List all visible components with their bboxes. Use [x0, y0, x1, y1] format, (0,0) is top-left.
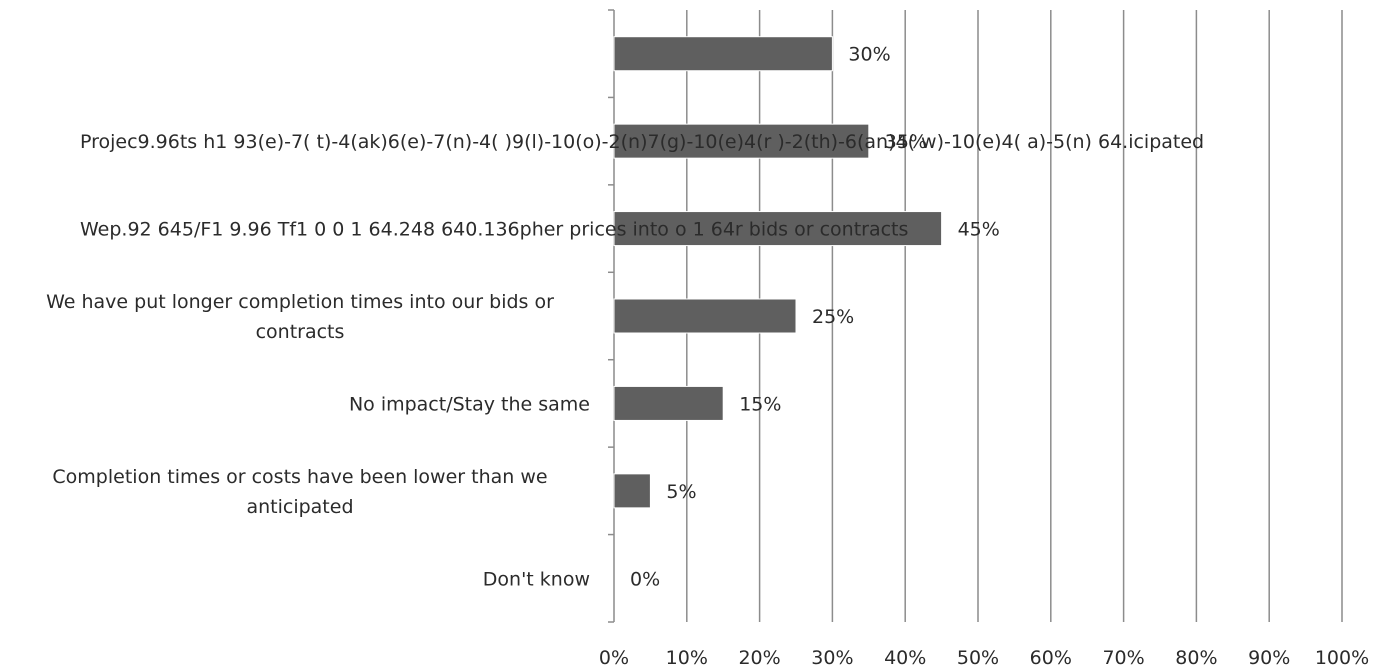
category-axis	[608, 9, 615, 623]
category-label: We have put longer completion times into…	[46, 291, 554, 343]
data-label: 45%	[958, 219, 1000, 241]
x-tick-label: 30%	[811, 647, 853, 669]
bar	[613, 123, 870, 159]
category-labels: Projec9.96ts h1 93(e)-7( t)-4(ak)6(e)-7(…	[46, 131, 1204, 590]
x-tick-label: 20%	[738, 647, 780, 669]
x-tick-labels: 0% 10% 20% 30% 40% 50% 60% 70% 80% 90% 100%	[599, 647, 1369, 669]
data-label: 25%	[812, 306, 854, 328]
category-label: Don't know	[483, 568, 590, 590]
bar	[613, 473, 651, 509]
bar	[613, 298, 797, 334]
data-label: 0%	[630, 568, 660, 590]
x-tick-label: 50%	[957, 647, 999, 669]
data-label: 5%	[666, 481, 696, 503]
x-tick-label: 60%	[1030, 647, 1072, 669]
category-label: No impact/Stay the same	[349, 393, 590, 415]
x-tick-label: 80%	[1175, 647, 1217, 669]
data-label: 30%	[848, 44, 890, 66]
data-label: 35%	[885, 131, 927, 153]
x-tick-label: 40%	[884, 647, 926, 669]
bar	[613, 385, 724, 421]
category-label: Completion times or costs have been lowe…	[52, 466, 547, 518]
gridlines	[686, 10, 1343, 622]
data-label: 15%	[739, 393, 781, 415]
x-tick-label: 10%	[666, 647, 708, 669]
category-label: Wep.92 645/F1 9.96 Tf1 0 0 1 64.248 640.…	[80, 219, 908, 241]
x-tick-label: 70%	[1102, 647, 1144, 669]
data-labels: 30% 35% 45% 25% 15% 5% 0%	[630, 44, 1000, 591]
bars	[613, 36, 943, 509]
bar	[613, 211, 943, 247]
bar	[613, 36, 833, 72]
x-tick-label: 90%	[1248, 647, 1290, 669]
x-tick-label: 100%	[1315, 647, 1369, 669]
category-label: Projec9.96ts h1 93(e)-7( t)-4(ak)6(e)-7(…	[80, 131, 1204, 153]
x-tick-label: 0%	[599, 647, 629, 669]
